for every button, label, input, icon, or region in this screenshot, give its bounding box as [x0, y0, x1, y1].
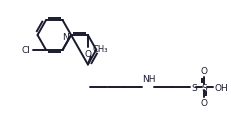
Text: N: N [62, 33, 69, 42]
Text: O: O [84, 50, 91, 59]
Text: Cl: Cl [21, 46, 30, 55]
Text: NH: NH [142, 75, 156, 84]
Text: O: O [201, 66, 208, 75]
Text: CH₃: CH₃ [93, 45, 108, 54]
Text: O: O [201, 98, 208, 107]
Text: OH: OH [214, 84, 228, 93]
Text: S: S [191, 84, 197, 93]
Text: S: S [201, 84, 207, 93]
